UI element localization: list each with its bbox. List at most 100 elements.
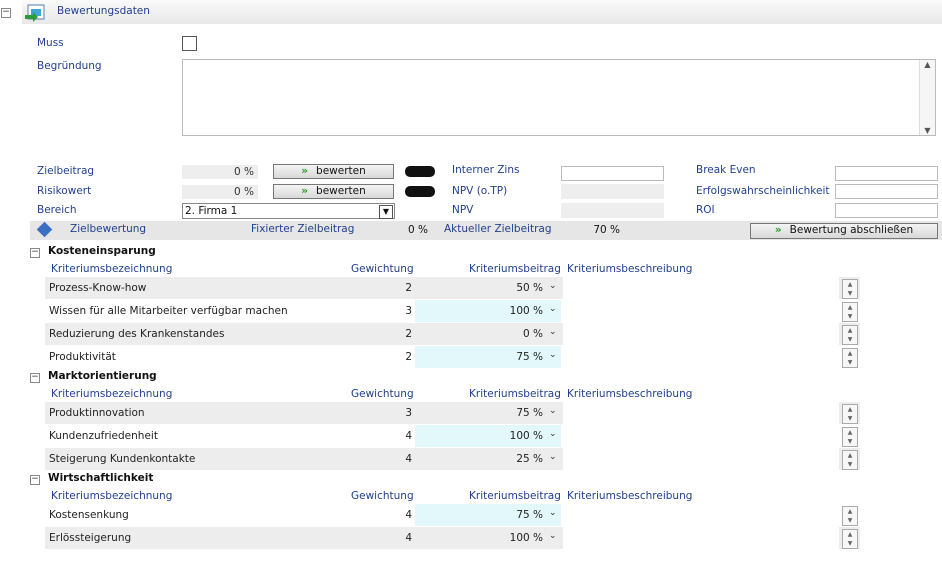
dropdown-chevron[interactable]: ⌄ — [549, 327, 557, 337]
break-even-input[interactable] — [835, 166, 938, 181]
criteria-weight: 3 — [405, 407, 412, 419]
button-label: bewerten — [316, 185, 366, 197]
criteria-name: Erlössteigerung — [49, 532, 132, 544]
criteria-weight: 2 — [405, 282, 412, 294]
column-header: Kriteriumsbezeichnung — [51, 388, 173, 400]
column-header: Kriteriumsbeitrag — [469, 388, 561, 400]
collapse-toggle[interactable]: − — [30, 474, 40, 485]
dropdown-chevron[interactable]: ⌄ — [549, 429, 557, 439]
criteria-contribution[interactable]: 0 % — [523, 328, 543, 340]
criteria-contribution[interactable]: 100 % — [509, 305, 543, 317]
criteria-name: Kundenzufriedenheit — [49, 430, 158, 442]
risikowert-button[interactable]: » bewerten — [273, 184, 394, 199]
header-icon — [25, 4, 45, 22]
npv-field — [561, 203, 664, 218]
zielbeitrag-value: 0 % — [182, 165, 258, 179]
finish-button[interactable]: » Bewertung abschließen — [750, 223, 938, 239]
criteria-weight: 4 — [405, 509, 412, 521]
npv-label: NPV — [452, 204, 474, 216]
begruendung-textarea[interactable]: ▲ ▼ — [182, 59, 936, 136]
description-cell[interactable] — [563, 448, 839, 470]
description-cell[interactable] — [563, 323, 839, 345]
description-cell[interactable] — [563, 277, 839, 299]
criteria-name: Wissen für alle Mitarbeiter verfügbar ma… — [49, 305, 288, 317]
erfolg-input[interactable] — [835, 184, 938, 199]
collapse-toggle[interactable]: − — [30, 372, 40, 383]
criteria-contribution[interactable]: 75 % — [516, 407, 543, 419]
spinner[interactable]: ▲ ▼ — [842, 325, 858, 345]
criteria-contribution[interactable]: 75 % — [516, 509, 543, 521]
criteria-contribution[interactable]: 50 % — [516, 282, 543, 294]
select-value: 2. Firma 1 — [185, 205, 238, 217]
current-label: Aktueller Zielbeitrag — [444, 223, 552, 235]
current-value: 70 % — [593, 224, 620, 236]
scrollbar[interactable]: ▲ ▼ — [919, 60, 935, 135]
spinner[interactable]: ▲ ▼ — [842, 302, 858, 322]
criteria-contribution[interactable]: 75 % — [516, 351, 543, 363]
description-cell[interactable] — [563, 527, 839, 549]
break-even-label: Break Even — [696, 164, 756, 176]
column-header: Kriteriumsbeschreibung — [567, 388, 693, 400]
bereich-select[interactable]: 2. Firma 1 ▼ — [182, 203, 395, 219]
interner-zins-label: Interner Zins — [452, 164, 520, 176]
contribution-cell — [415, 346, 561, 368]
spinner[interactable]: ▲ ▼ — [842, 348, 858, 368]
dropdown-chevron[interactable]: ⌄ — [549, 452, 557, 462]
npv-otp-field — [561, 184, 664, 199]
group-title: Wirtschaftlichkeit — [48, 472, 154, 484]
button-label: Bewertung abschließen — [789, 224, 914, 236]
spinner[interactable]: ▲ ▼ — [842, 427, 858, 447]
roi-input[interactable] — [835, 203, 938, 218]
collapse-toggle[interactable]: − — [30, 247, 40, 258]
spinner[interactable]: ▲ ▼ — [842, 404, 858, 424]
description-cell[interactable] — [563, 504, 839, 526]
begruendung-label: Begründung — [37, 60, 102, 72]
criteria-weight: 4 — [405, 532, 412, 544]
criteria-weight: 4 — [405, 430, 412, 442]
description-cell[interactable] — [563, 402, 839, 424]
description-cell[interactable] — [563, 425, 839, 447]
criteria-weight: 4 — [405, 453, 412, 465]
bereich-label: Bereich — [37, 204, 77, 216]
dropdown-chevron[interactable]: ⌄ — [549, 531, 557, 541]
npv-otp-label: NPV (o.TP) — [452, 185, 508, 197]
spinner[interactable]: ▲ ▼ — [842, 279, 858, 299]
interner-zins-input[interactable] — [561, 166, 664, 181]
spinner[interactable]: ▲ ▼ — [842, 506, 858, 526]
group-title: Kosteneinsparung — [48, 245, 156, 257]
criteria-contribution[interactable]: 25 % — [516, 453, 543, 465]
group-title: Marktorientierung — [48, 370, 157, 382]
criteria-contribution[interactable]: 100 % — [509, 532, 543, 544]
risikowert-label: Risikowert — [37, 185, 92, 197]
dropdown-chevron[interactable]: ⌄ — [549, 406, 557, 416]
criteria-name: Produktivität — [49, 351, 116, 363]
column-header: Gewichtung — [351, 263, 414, 275]
dropdown-chevron[interactable]: ⌄ — [549, 304, 557, 314]
contribution-cell — [415, 425, 561, 447]
risikowert-value: 0 % — [182, 185, 258, 199]
column-header: Gewichtung — [351, 388, 414, 400]
description-cell[interactable] — [563, 300, 839, 322]
column-header: Kriteriumsbezeichnung — [51, 263, 173, 275]
criteria-name: Reduzierung des Krankenstandes — [49, 328, 225, 340]
spinner[interactable]: ▲ ▼ — [842, 450, 858, 470]
dropdown-chevron[interactable]: ⌄ — [549, 350, 557, 360]
fixed-value: 0 % — [408, 224, 428, 236]
dropdown-chevron[interactable]: ⌄ — [549, 508, 557, 518]
column-header: Kriteriumsbezeichnung — [51, 490, 173, 502]
contribution-cell — [415, 300, 561, 322]
dropdown-chevron[interactable]: ⌄ — [549, 281, 557, 291]
collapse-toggle[interactable]: − — [1, 7, 11, 18]
criteria-contribution[interactable]: 100 % — [509, 430, 543, 442]
gauge-icon — [405, 166, 435, 177]
criteria-name: Kostensenkung — [49, 509, 129, 521]
column-header: Kriteriumsbeschreibung — [567, 263, 693, 275]
spinner[interactable]: ▲ ▼ — [842, 529, 858, 549]
muss-checkbox[interactable] — [182, 36, 197, 51]
criteria-name: Prozess-Know-how — [49, 282, 147, 294]
header-bar — [22, 0, 942, 24]
zielbeitrag-button[interactable]: » bewerten — [273, 164, 394, 179]
criteria-weight: 2 — [405, 328, 412, 340]
description-cell[interactable] — [563, 346, 839, 368]
